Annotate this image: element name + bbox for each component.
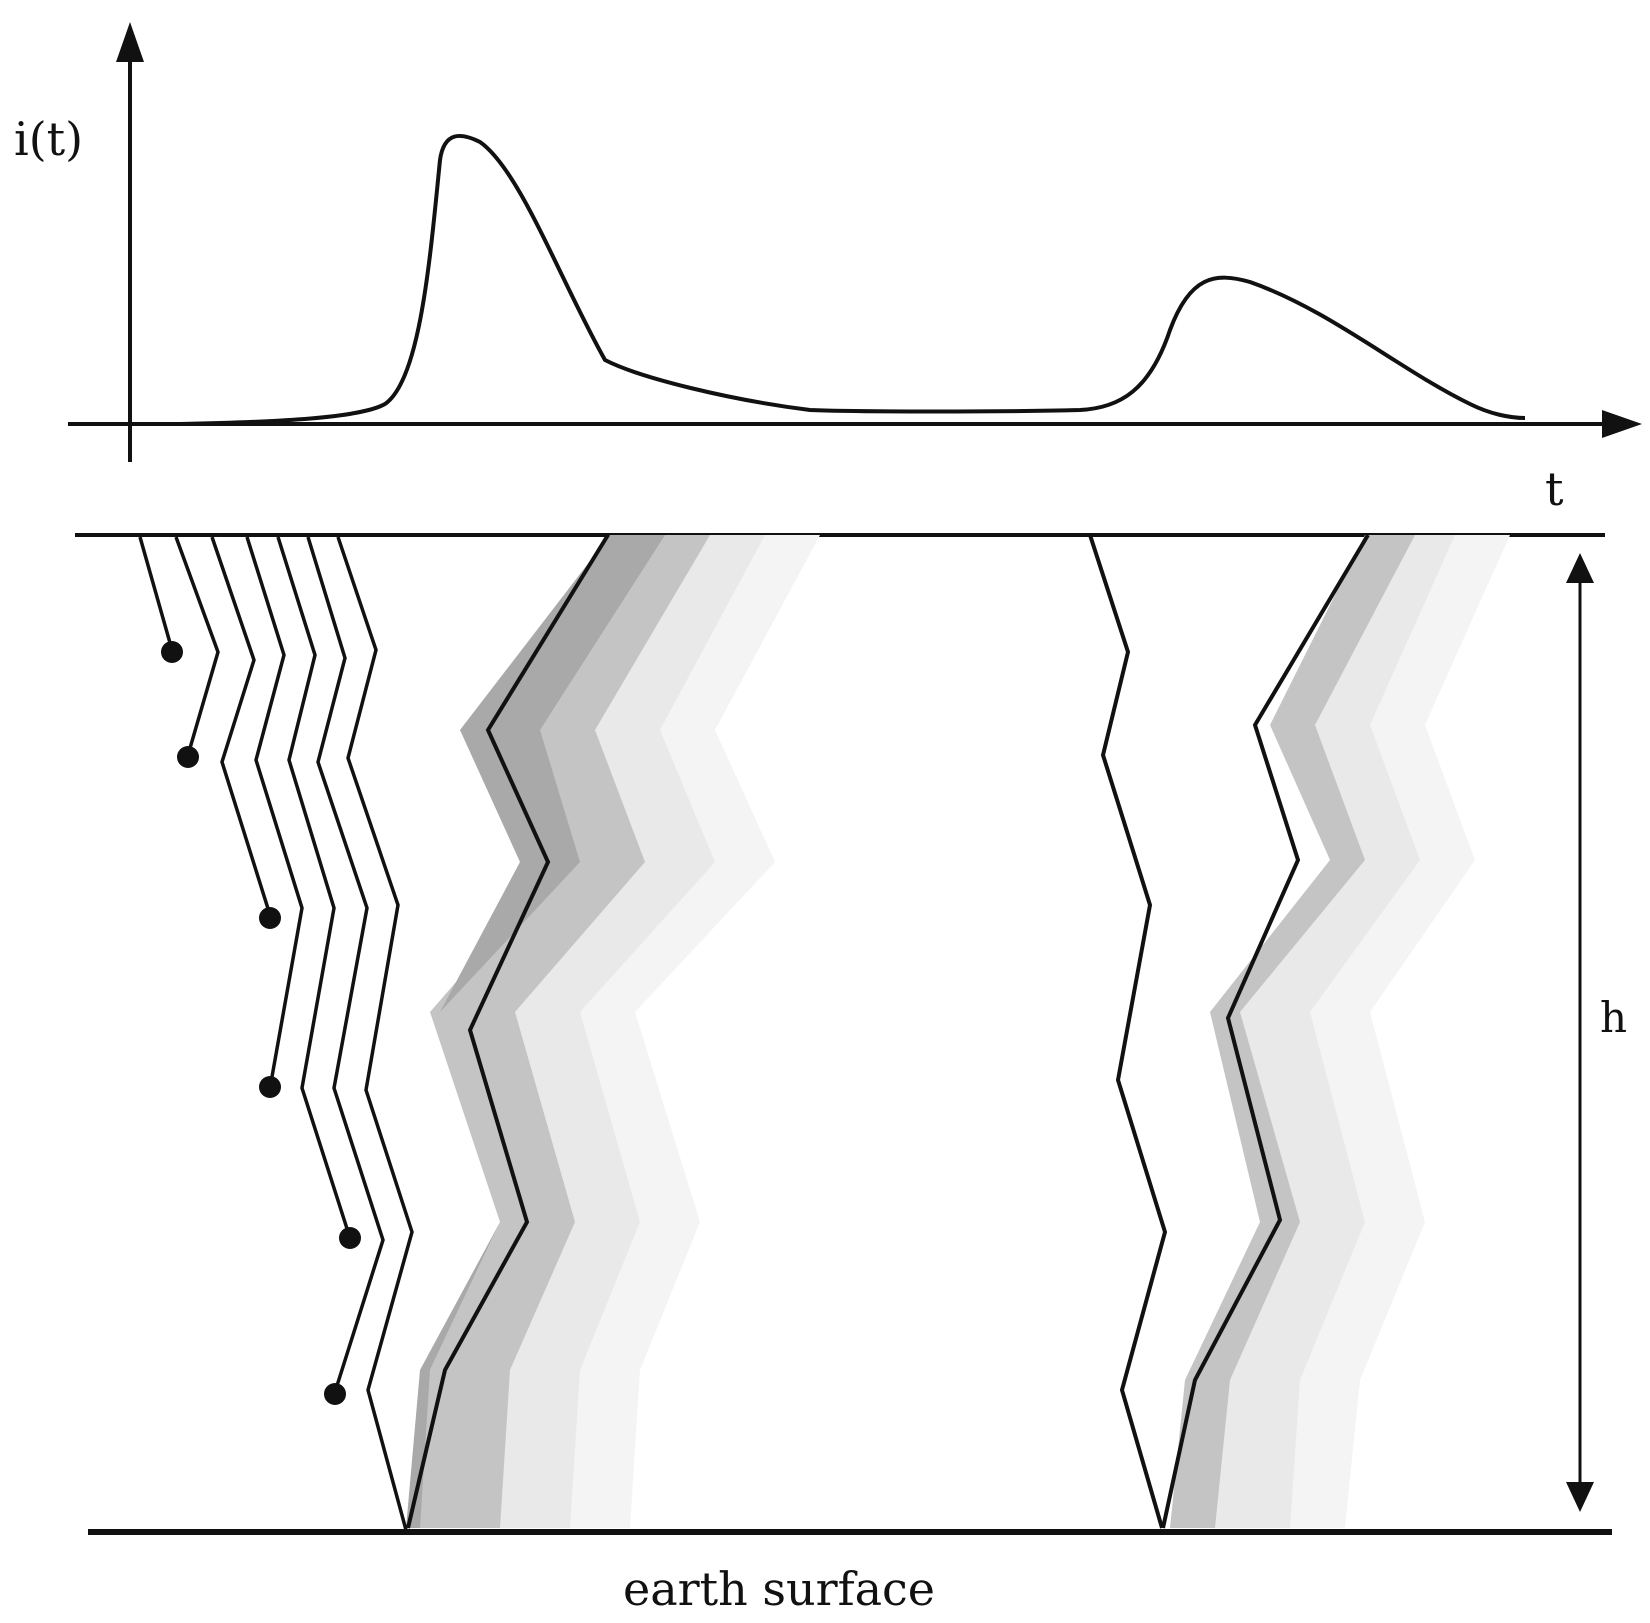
height-arrow-down-icon [1566, 1482, 1594, 1512]
height-dimension: h [1566, 553, 1627, 1512]
dart-leader-channel [1088, 534, 1168, 1529]
stepped-leader [138, 536, 414, 1531]
leader-branch-3 [210, 536, 272, 916]
first-stroke-channel-edge [406, 533, 610, 1529]
leader-tip-dot [161, 641, 183, 663]
leader-branch-6 [306, 536, 385, 1393]
subsequent-stroke-channel [1161, 533, 1510, 1529]
channel-band-mid [410, 535, 710, 1528]
current-waveform-plot: i(t) t [14, 22, 1642, 516]
channel-region: h earth surface [75, 533, 1627, 1616]
leader-branch-2 [174, 536, 220, 756]
channel-band-mid-2 [1170, 535, 1415, 1528]
height-label: h [1600, 993, 1627, 1042]
y-axis-label: i(t) [14, 112, 83, 166]
leader-tip-dot [339, 1227, 361, 1249]
subsequent-stroke-channel-edge [1161, 533, 1370, 1529]
x-axis-arrow-icon [1602, 410, 1642, 438]
leader-branch-7 [336, 536, 414, 1531]
leader-branch-4 [245, 536, 304, 1089]
leader-tip-dot [259, 1076, 281, 1098]
current-curve [179, 134, 1526, 426]
leader-branch-1 [138, 536, 174, 651]
y-axis-arrow-icon [116, 22, 144, 62]
channel-band-faint [560, 535, 820, 1528]
height-arrow-up-icon [1566, 553, 1594, 583]
leader-tip-dot [177, 746, 199, 768]
first-stroke-channel [406, 533, 820, 1529]
leader-tip-dot [259, 907, 281, 929]
x-axis-label: t [1545, 462, 1564, 516]
leader-tip-dot [324, 1383, 346, 1405]
earth-surface-label: earth surface [623, 1562, 935, 1616]
leader-tips [161, 641, 361, 1405]
channel-band-dark [406, 535, 665, 1528]
channel-band-light [490, 535, 765, 1528]
leader-branch-5 [276, 536, 352, 1239]
